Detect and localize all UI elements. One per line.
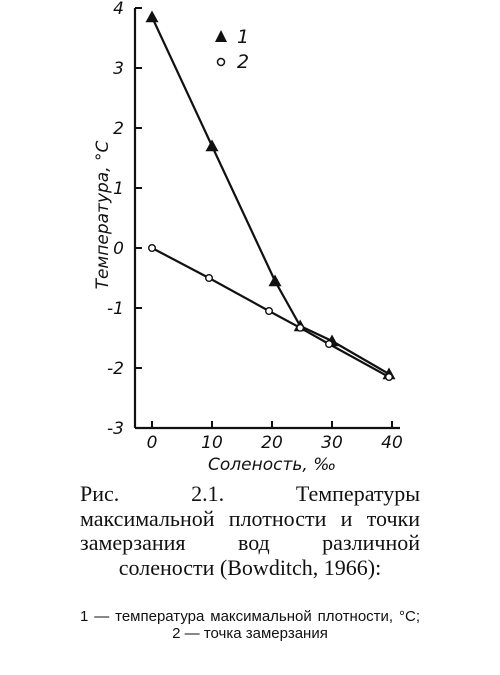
figure-caption: Рис. 2.1. Температуры максимальной плотн… (80, 481, 420, 580)
legend-marker-2 (216, 57, 226, 67)
y-tick-label: 2 (113, 119, 124, 139)
legend: 12 (215, 26, 249, 73)
legend-marker-1 (215, 30, 227, 42)
y-tick-label: 3 (113, 59, 124, 79)
series-1-line (151, 16, 390, 375)
y-ticks: 4 3 2 1 0 -1 -2 -3 (107, 0, 142, 439)
x-tick-label: 40 (381, 433, 403, 453)
figure-caption-note: 1 — температура максимальной плотности, … (80, 608, 420, 642)
series-2-point-0 (147, 243, 156, 252)
series-1-point-0 (145, 10, 159, 23)
series-2-point-4 (325, 340, 334, 349)
y-axis-label: Температура, °С (93, 140, 113, 289)
series-1-point-1 (205, 139, 219, 152)
series-2-point-1 (204, 274, 213, 283)
legend-label-2: 2 (237, 51, 249, 73)
x-ticks: 0 10 20 30 40 (147, 421, 403, 453)
x-tick-label: 10 (201, 433, 223, 453)
x-tick-label: 30 (321, 433, 343, 453)
series-2-line (151, 247, 390, 378)
legend-label-1: 1 (237, 26, 249, 48)
series-markers (145, 10, 396, 382)
y-tick-label: 0 (113, 239, 124, 259)
y-tick-label: -3 (107, 419, 124, 439)
series-2-point-5 (385, 373, 394, 382)
y-tick-label: 4 (113, 0, 124, 19)
series-1-point-2 (268, 274, 282, 287)
y-tick-label: -2 (107, 359, 124, 379)
x-tick-label: 0 (147, 433, 158, 453)
series-lines (151, 16, 390, 378)
y-tick-label: -1 (107, 299, 124, 319)
axes (133, 8, 400, 430)
series-2-point-3 (296, 323, 305, 332)
series-2-point-2 (265, 307, 274, 316)
y-tick-label: 1 (113, 179, 124, 199)
x-axis-label: Соленость, ‰ (208, 455, 336, 475)
x-tick-label: 20 (261, 433, 283, 453)
